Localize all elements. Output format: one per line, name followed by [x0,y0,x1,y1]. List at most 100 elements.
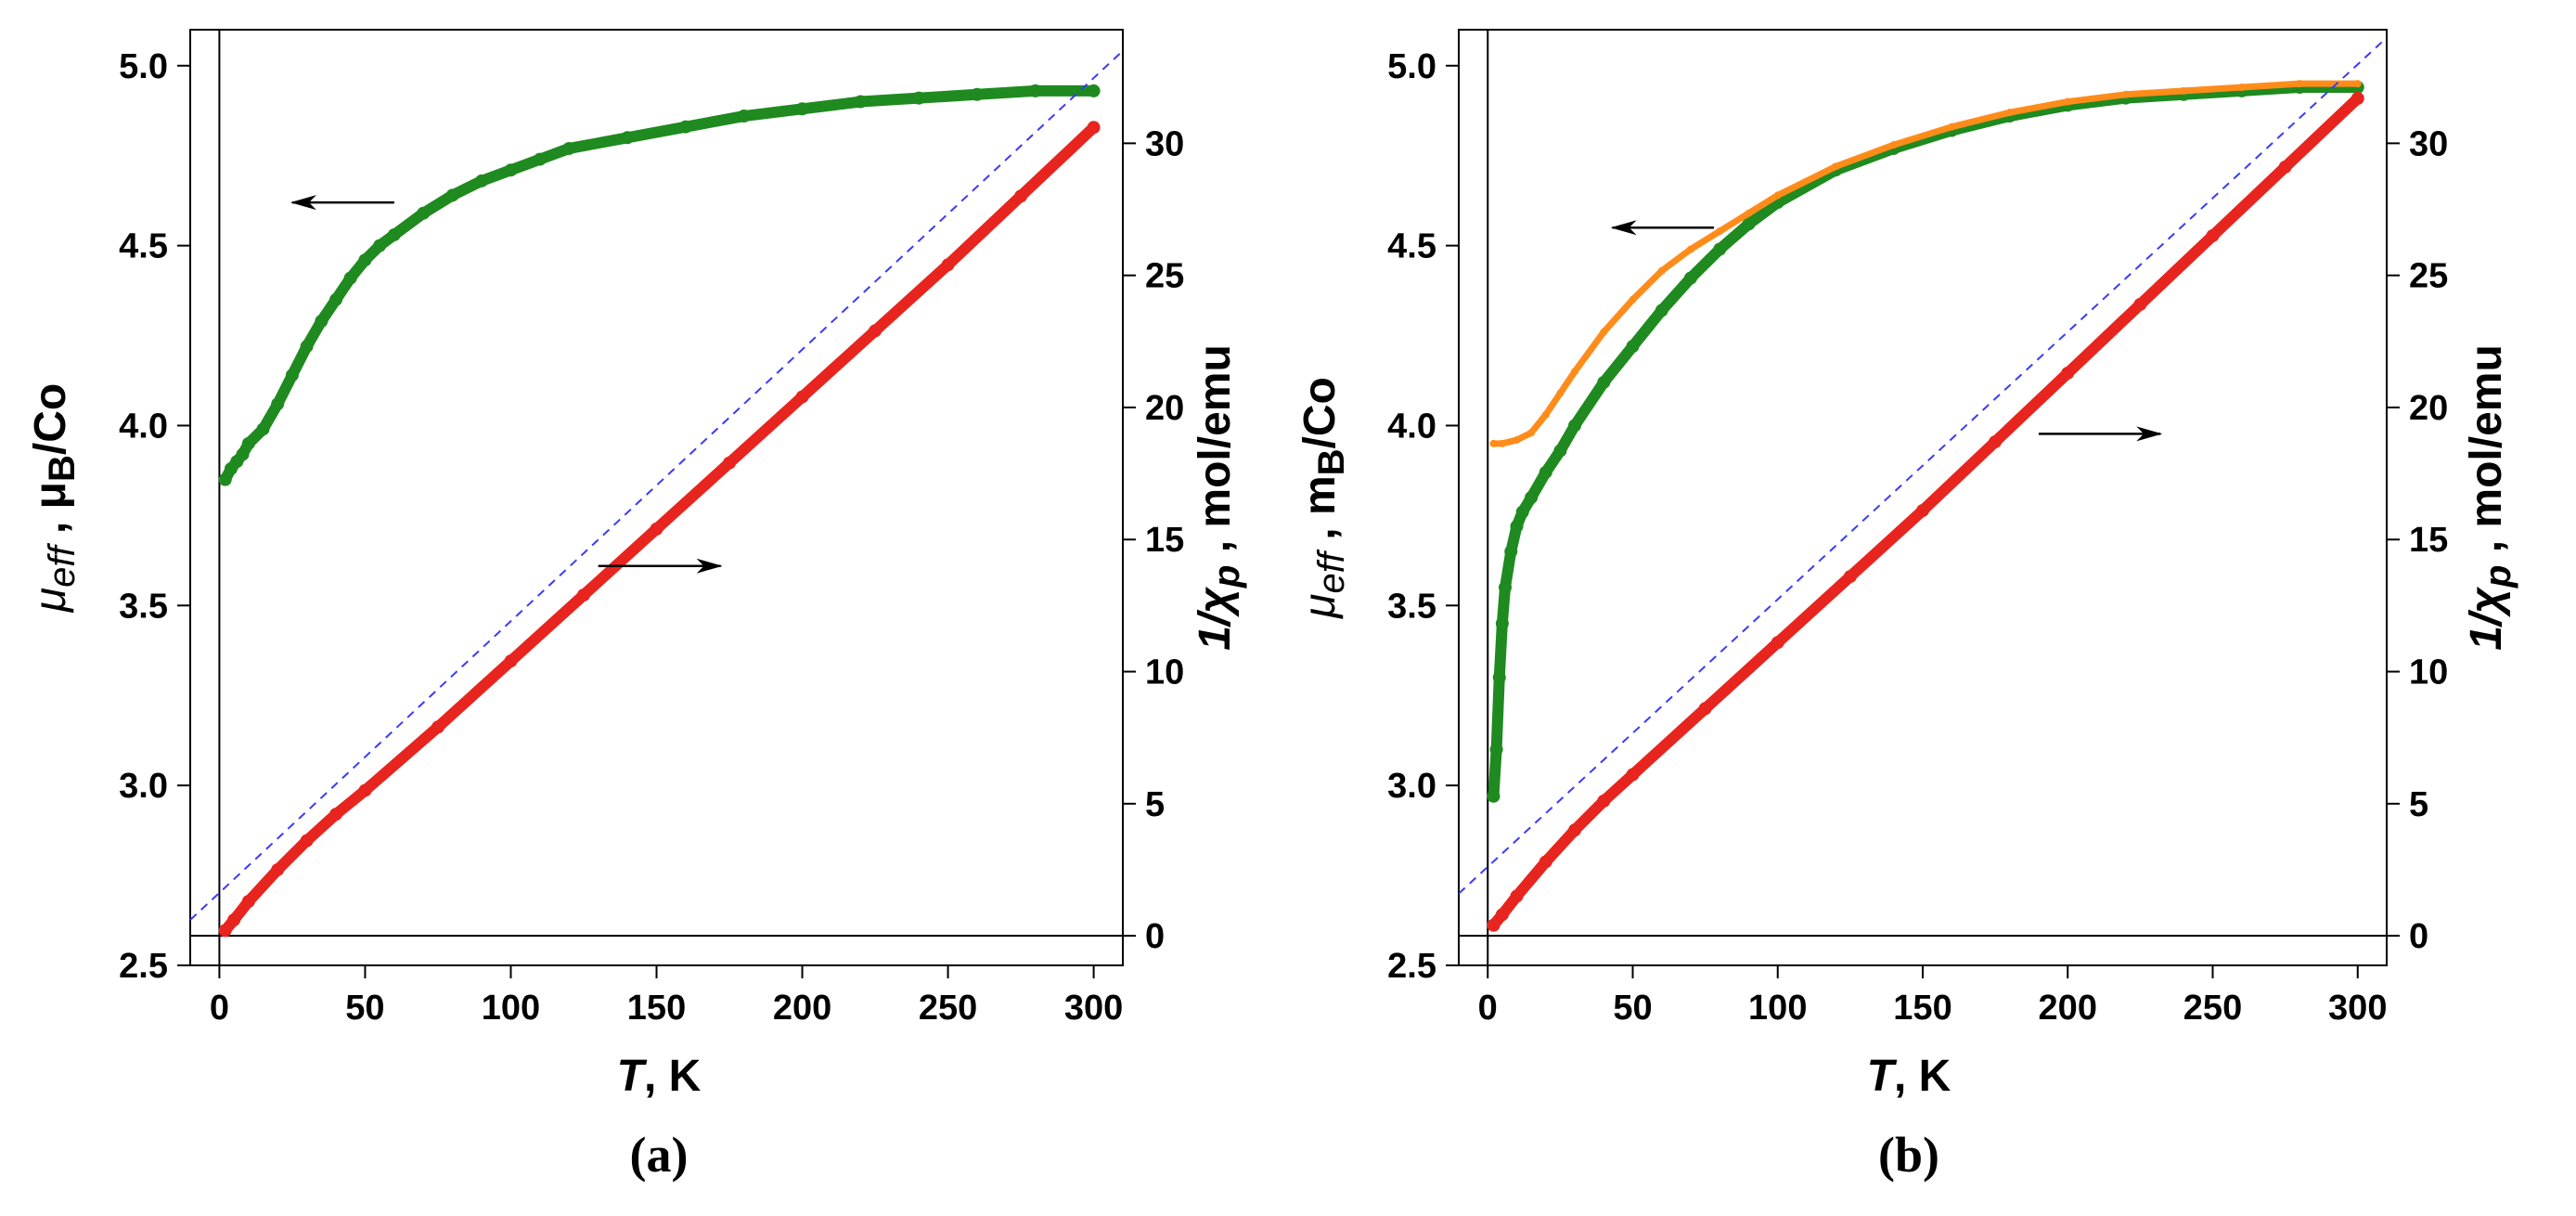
data-point [1489,439,1498,447]
data-point [1495,616,1509,630]
data-point [241,895,255,909]
data-point [218,472,232,486]
data-point [2121,90,2130,98]
y-left-title-tail: /Co [26,383,75,455]
x-tick-label: 0 [1478,989,1498,1028]
y-left-axis-title: μeff , μB/Co [26,383,83,614]
data-point [2133,297,2147,311]
x-tick-label: 0 [210,989,229,1028]
data-point [1698,702,1712,716]
data-point [2180,86,2188,95]
y-left-tick-label: 4.0 [1387,407,1436,446]
arrow-head [1610,220,1637,236]
panel-b: 0 50 100 150 200 250 300 2.5 3.0 3.5 4.0 4.5 5.0 0 5 10… [1295,29,2518,1183]
data-point [533,152,547,166]
data-point [1499,580,1512,594]
data-point [358,783,372,797]
x-tick-label: 300 [1064,989,1123,1028]
data-point [1087,84,1101,97]
data-point [1525,491,1539,504]
annotation-arrow-right [598,558,723,574]
y-left-tick-label: 3.5 [1387,587,1436,626]
data-point [1014,189,1028,203]
data-point [562,141,576,155]
data-point [358,253,372,267]
y-left-tick-label: 4.5 [119,227,168,266]
y-right-tick-label: 5 [1145,785,1165,824]
panel-label: (b) [1878,1127,1939,1183]
annotation-arrow-left [1610,220,1714,236]
x-tick-label: 300 [2328,989,2387,1028]
data-point [1556,389,1565,397]
y-right-tick-label: 10 [2409,653,2448,692]
data-point [1655,304,1668,317]
data-point [241,436,255,450]
data-point [1504,545,1518,559]
series-line [1490,80,2362,447]
x-tick-label: 50 [345,989,384,1028]
data-point [795,102,809,116]
data-point [941,258,955,272]
y-right-tick-label: 30 [2409,124,2448,163]
y-left-title-main: μ [1295,594,1345,620]
x-tick-label: 250 [2183,989,2242,1028]
y-left-tick-label: 5.0 [119,47,168,86]
x-tick-label: 200 [773,989,831,1028]
data-point [1597,794,1611,808]
data-point [285,369,299,382]
data-point [1087,121,1101,135]
data-point [2237,84,2246,92]
data-point [1916,503,1929,517]
data-point [650,522,663,536]
x-axis-title-rest: , K [644,1052,702,1101]
data-point [737,110,751,123]
y-right-tick-label: 20 [2409,389,2448,428]
data-point [1553,444,1567,458]
y-right-tick-label: 15 [2409,521,2448,560]
x-tick-label: 200 [2039,989,2097,1028]
x-tick-label: 150 [1893,989,1951,1028]
data-point [315,315,328,329]
data-point [1487,789,1501,803]
data-point [621,131,635,145]
data-point [2064,97,2072,106]
data-point [1773,191,1782,200]
y-left-title-rest: , μ [26,482,75,546]
y-right-tick-label: 10 [1145,653,1184,692]
data-point [1657,266,1666,275]
x-axis-title-italic: T [1867,1052,1898,1101]
data-point [1510,889,1524,903]
y-right-title-main: 1/χ [2462,587,2511,651]
x-axis-title: T, K [617,1052,702,1101]
series-3 [1487,91,2364,932]
y-right-tick-label: 25 [1145,257,1184,296]
data-point [1626,340,1640,354]
data-point [1989,434,2003,448]
data-point [300,834,314,847]
data-point [1597,375,1611,389]
y-left-tick-label: 3.5 [119,587,168,626]
data-point [504,654,518,668]
arrow-head [2136,426,2163,442]
data-point [912,91,926,105]
arrow-head [290,195,316,211]
data-point [218,924,232,938]
data-point [1498,439,1506,447]
panel-label: (a) [630,1127,689,1183]
data-point [445,188,459,202]
data-point [1626,768,1640,782]
data-point [1771,636,1784,650]
y-left-title-sub: eff [1311,549,1352,593]
series-1 [1487,81,2364,803]
annotation-arrow-left [290,195,394,211]
series-2 [218,121,1101,938]
data-point [1492,670,1506,684]
x-tick-label: 50 [1613,989,1652,1028]
data-point [329,292,343,306]
data-point [1716,227,1724,236]
data-point [1487,918,1501,932]
y-left-title-sub2: B [42,455,83,482]
data-point [1745,209,1753,217]
data-point [329,808,343,821]
